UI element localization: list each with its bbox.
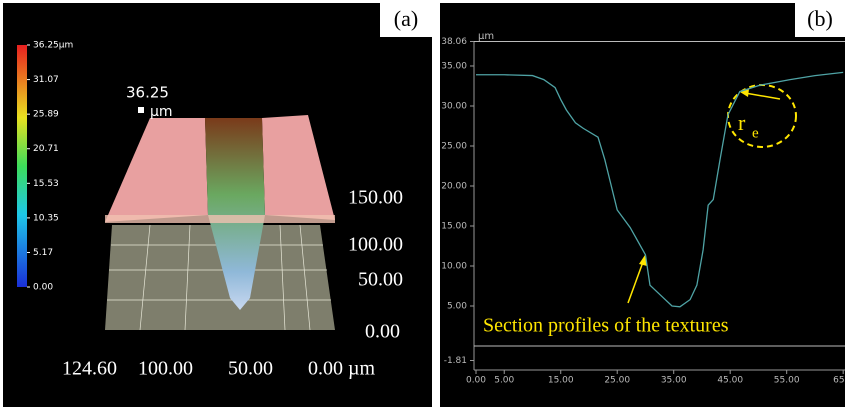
colorbar-label: 15.53 bbox=[33, 179, 59, 189]
y-tick-label: 15.00 bbox=[441, 222, 467, 232]
y-tick-label: 30.00 bbox=[441, 101, 467, 111]
width-label: 124.60 bbox=[62, 358, 117, 380]
x-tick-label: 45.00 bbox=[717, 376, 743, 386]
y-tick-label: 10.00 bbox=[441, 262, 467, 272]
height-marker bbox=[138, 107, 144, 113]
annotation: Section profiles of the textures bbox=[483, 315, 729, 337]
y-unit: µm bbox=[478, 31, 494, 42]
x-tick-label: 15.00 bbox=[548, 376, 574, 386]
panel-label: (b) bbox=[807, 6, 833, 31]
width-label: 50.00 bbox=[228, 358, 273, 380]
depth-label: 100.00 bbox=[348, 234, 403, 256]
floor bbox=[105, 225, 335, 330]
panel-a: (a) 36.25 µm 150.00 100.00 50.00 0.00 12… bbox=[3, 3, 432, 407]
radius-label: r bbox=[738, 110, 746, 135]
y-tick-label: 38.06 bbox=[441, 37, 467, 47]
colorbar-label: 36.25µm bbox=[33, 41, 73, 51]
profile-line bbox=[476, 71, 844, 308]
colorbar bbox=[17, 45, 27, 287]
arrowhead bbox=[740, 89, 749, 97]
label-box bbox=[795, 3, 845, 37]
x-tick-label: 25.00 bbox=[604, 376, 630, 386]
depth-label: 50.00 bbox=[358, 269, 403, 291]
panel-b: (b) µm r e Section profiles of the textu… bbox=[440, 3, 845, 407]
height-unit: µm bbox=[150, 104, 173, 120]
colorbar-label: 25.89 bbox=[33, 110, 59, 120]
width-label: 0.00 µm bbox=[308, 358, 376, 380]
y-tick-label: 5.00 bbox=[447, 302, 467, 312]
y-tick-label: 20.00 bbox=[441, 181, 467, 191]
x-tick-label: 5.00 bbox=[494, 376, 514, 386]
x-tick-label: 35.00 bbox=[661, 376, 687, 386]
colorbar-label: 10.35 bbox=[33, 213, 59, 223]
colorbar-label: 31.07 bbox=[33, 75, 59, 85]
colorbar-label: 20.71 bbox=[33, 144, 59, 154]
y-tick-label: 25.00 bbox=[441, 141, 467, 151]
arrow bbox=[744, 92, 781, 100]
y-tick-label: -1.81 bbox=[444, 356, 467, 366]
x-tick-label: 0.00 bbox=[466, 376, 486, 386]
panel-background bbox=[440, 3, 845, 407]
depth-label: 0.00 bbox=[365, 321, 400, 343]
colorbar-label: 5.17 bbox=[33, 248, 53, 258]
surface-edge bbox=[105, 215, 335, 223]
height-label: 36.25 bbox=[126, 84, 169, 102]
radius-subscript: e bbox=[752, 125, 759, 141]
label-box bbox=[380, 3, 432, 37]
depth-label: 150.00 bbox=[348, 187, 403, 209]
x-tick-label: 65.0 bbox=[833, 376, 845, 386]
surface-left bbox=[105, 118, 208, 222]
y-tick-label: 35.00 bbox=[441, 61, 467, 71]
colorbar-label: 0.00 bbox=[33, 283, 53, 293]
x-tick-label: 55.00 bbox=[774, 376, 800, 386]
arrowhead bbox=[639, 255, 647, 266]
surface-right bbox=[262, 115, 335, 220]
panel-label: (a) bbox=[394, 6, 418, 31]
arrow bbox=[627, 261, 644, 304]
width-label: 100.00 bbox=[138, 358, 193, 380]
trench bbox=[205, 118, 265, 310]
